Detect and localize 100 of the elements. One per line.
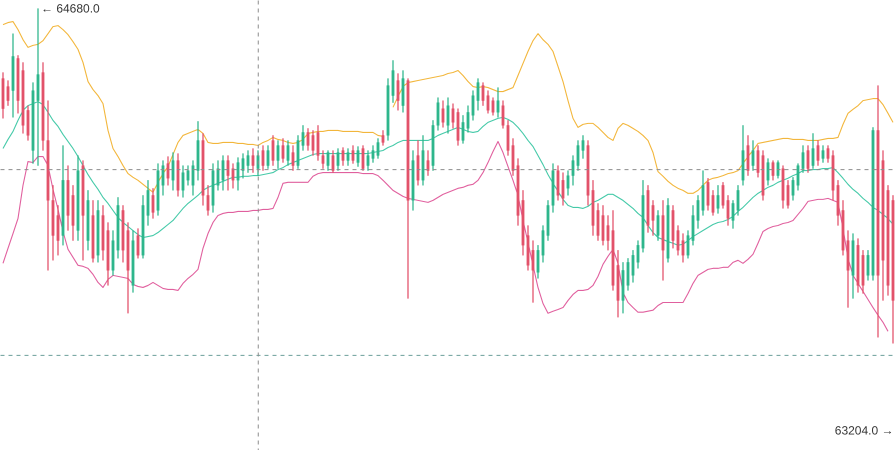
candlestick: [352, 145, 354, 164]
candlestick: [416, 140, 420, 186]
candlestick: [832, 150, 834, 201]
candlestick: [392, 60, 394, 103]
candlestick: [602, 205, 604, 246]
candlestick: [32, 82, 34, 164]
candlestick: [762, 150, 764, 201]
annotation: ← 64680.0: [41, 2, 100, 16]
candlestick: [56, 205, 60, 256]
candlestick: [876, 85, 880, 338]
candlestick: [196, 121, 200, 180]
candlestick: [102, 205, 104, 261]
candlestick: [666, 198, 670, 263]
candlestick: [686, 230, 690, 259]
candlestick: [752, 140, 754, 171]
candlestick: [216, 160, 220, 191]
candlestick: [346, 148, 350, 166]
candlestick: [472, 90, 474, 121]
candlestick: [846, 230, 850, 308]
candlestick: [286, 140, 290, 166]
candlestick: [526, 225, 530, 271]
candlestick: [12, 33, 14, 118]
candlestick: [66, 165, 70, 231]
candlestick: [712, 190, 714, 216]
candlestick: [22, 62, 24, 134]
candlestick: [126, 222, 130, 314]
candlestick: [172, 152, 174, 191]
candlestick: [616, 250, 620, 318]
candlestick: [342, 147, 344, 166]
candlestick: [306, 128, 310, 151]
candlestick: [202, 133, 204, 206]
candlestick: [422, 135, 424, 186]
candlestick: [142, 195, 144, 259]
candlestick: [42, 62, 44, 151]
candlestick: [736, 185, 740, 216]
candlestick: [336, 148, 340, 171]
candlestick: [806, 145, 810, 173]
text: 63204.0 →: [834, 424, 894, 438]
candlestick: [826, 145, 830, 163]
candlestick: [626, 258, 630, 291]
candlestick: [192, 160, 194, 196]
candlestick: [2, 72, 4, 119]
candlestick: [502, 100, 504, 129]
candlestick: [836, 180, 840, 226]
candlestick: [272, 135, 274, 166]
candlestick: [322, 150, 324, 169]
candlestick: [246, 150, 250, 173]
candlestick: [242, 153, 244, 178]
candlestick: [212, 163, 214, 213]
candlestick: [522, 190, 524, 256]
candlestick: [82, 160, 84, 261]
candlestick: [656, 210, 660, 241]
candlestick: [842, 200, 844, 256]
candlestick: [282, 138, 284, 163]
candlestick: [886, 185, 890, 296]
candlestick: [206, 185, 210, 216]
candlestick: [266, 145, 270, 169]
candlestick: [382, 130, 384, 146]
candlestick: [652, 200, 654, 236]
candlestick: [92, 200, 94, 263]
candlestick: [146, 180, 150, 226]
candlestick: [612, 210, 614, 291]
candlestick: [396, 73, 400, 111]
candlestick: [186, 165, 190, 186]
candlestick: [552, 163, 554, 213]
candlestick: [662, 200, 664, 281]
candlestick: [386, 78, 390, 141]
candlestick: [402, 70, 404, 113]
candlestick: [756, 145, 760, 178]
candlestick: [512, 138, 514, 176]
candlestick: [76, 155, 80, 241]
candlestick: [782, 165, 784, 209]
candlestick: [576, 140, 580, 171]
candlestick: [592, 180, 594, 236]
candlestick: [6, 80, 10, 106]
candlestick: [766, 158, 770, 186]
candlestick: [292, 145, 294, 171]
candlestick: [632, 250, 634, 283]
candlestick: [316, 125, 320, 161]
candlestick: [882, 150, 884, 301]
candlestick: [302, 125, 304, 151]
candlestick: [256, 150, 260, 176]
candlestick: [432, 120, 434, 171]
candlestick: [706, 178, 710, 211]
candlestick: [426, 150, 430, 176]
candlestick: [702, 170, 704, 216]
candlestick: [326, 150, 330, 171]
candlestick: [506, 120, 510, 156]
candlestick: [252, 148, 254, 173]
candlestick: [682, 233, 684, 263]
candlestick: [232, 163, 234, 189]
candlestick: [152, 188, 154, 219]
candlestick: [162, 160, 164, 196]
candlestick: [486, 90, 490, 114]
candlestick: [496, 87, 500, 118]
candlestick: [792, 177, 794, 201]
candlestick: [436, 97, 440, 131]
candlestick: [726, 195, 730, 226]
candlestick: [862, 250, 864, 294]
candlestick: [586, 140, 590, 206]
